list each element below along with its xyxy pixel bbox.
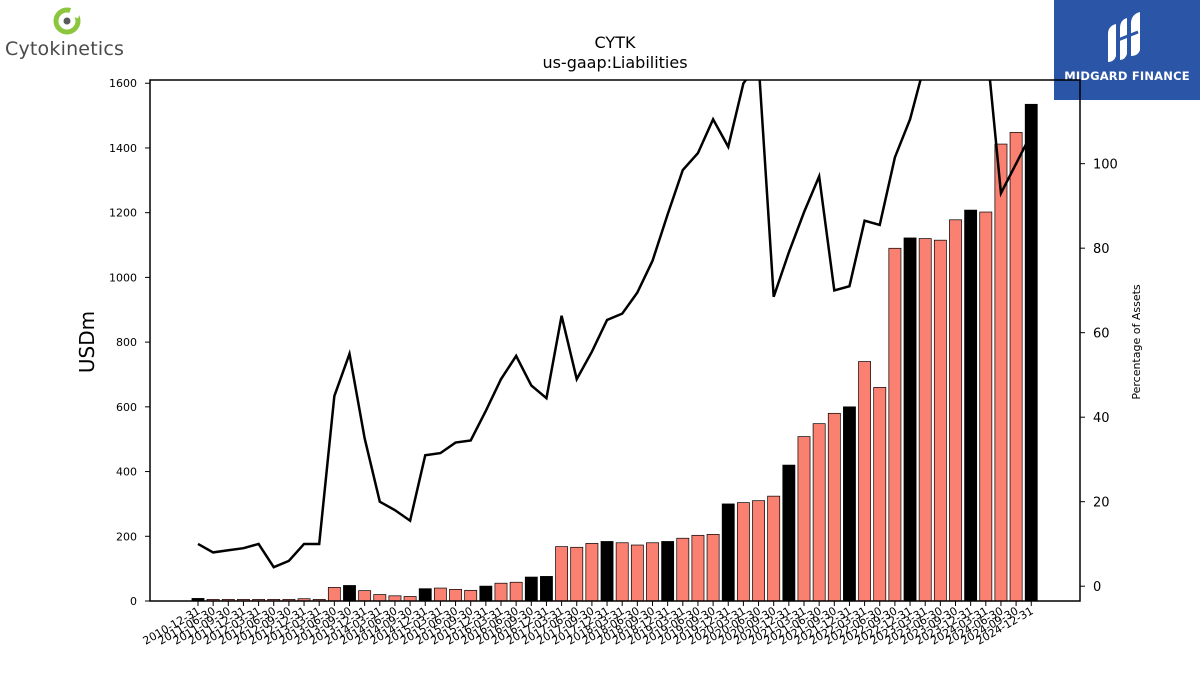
bar xyxy=(979,211,993,602)
bar xyxy=(782,464,796,602)
bar xyxy=(494,582,508,602)
bar xyxy=(418,588,432,602)
midgard-finance-logo: MIDGARD FINANCE xyxy=(1054,0,1200,100)
bar xyxy=(752,500,765,602)
y-tick-label: 400 xyxy=(116,466,137,479)
bar xyxy=(570,546,584,602)
bar xyxy=(888,247,902,602)
bar xyxy=(676,537,690,602)
bar xyxy=(812,423,826,602)
y-tick-label: 800 xyxy=(116,336,137,349)
bar xyxy=(479,585,493,602)
bar xyxy=(827,412,841,602)
bar xyxy=(600,541,614,602)
y2-tick-label: 100 xyxy=(1093,158,1118,173)
bar xyxy=(524,576,538,602)
bar-series xyxy=(191,103,1038,602)
y-tick-label: 600 xyxy=(116,401,137,414)
bar xyxy=(540,576,553,602)
bar xyxy=(964,209,978,602)
y-tick-label: 1000 xyxy=(109,271,137,284)
bar xyxy=(464,589,478,602)
bar xyxy=(646,542,659,602)
bar xyxy=(433,587,447,602)
bar xyxy=(373,594,387,602)
bar xyxy=(858,361,872,602)
bar xyxy=(994,143,1008,602)
midgard-emblem-icon xyxy=(1108,12,1140,62)
bar xyxy=(873,387,887,602)
y-tick-label: 1400 xyxy=(109,142,137,155)
bar xyxy=(706,533,720,602)
bar xyxy=(949,219,962,602)
bar xyxy=(661,541,675,602)
bar xyxy=(358,590,372,602)
chart-subtitle: us-gaap:Liabilities xyxy=(542,53,687,72)
y2-tick-label: 60 xyxy=(1093,327,1110,342)
bar xyxy=(630,544,644,602)
bar xyxy=(388,595,402,602)
midgard-finance-logo-text: MIDGARD FINANCE xyxy=(1064,69,1190,83)
bar xyxy=(721,503,735,602)
bar xyxy=(1009,132,1023,602)
bar xyxy=(585,543,599,602)
bar xyxy=(918,238,932,602)
y-tick-label: 1200 xyxy=(109,207,137,220)
percentage-of-assets-line xyxy=(197,80,1033,569)
bar xyxy=(327,587,341,602)
bar xyxy=(736,502,750,602)
bar xyxy=(797,436,811,602)
bar xyxy=(343,585,356,602)
cytokinetics-logo: Cytokinetics xyxy=(4,4,129,60)
bar xyxy=(691,534,705,602)
bar xyxy=(509,581,523,602)
y2-tick-label: 20 xyxy=(1093,496,1110,511)
bar xyxy=(1024,103,1038,602)
y2-tick-label: 0 xyxy=(1093,580,1101,595)
chart-title: CYTK xyxy=(595,33,636,52)
bar xyxy=(449,588,462,602)
plot-frame xyxy=(149,79,1081,602)
y2-tick-label: 80 xyxy=(1093,242,1110,257)
cytokinetics-logo-text: Cytokinetics xyxy=(5,38,125,60)
bar xyxy=(555,546,569,602)
bar xyxy=(843,406,856,602)
bar xyxy=(933,239,947,602)
y2-tick-label: 40 xyxy=(1093,411,1110,426)
cytokinetics-logo-icon xyxy=(53,6,82,35)
bar xyxy=(903,237,917,602)
y-tick-label: 1600 xyxy=(109,77,137,90)
y-axis-label: USDm xyxy=(75,311,99,373)
y2-axis-label: Percentage of Assets xyxy=(1130,284,1143,400)
bar xyxy=(615,542,629,602)
bar xyxy=(767,495,781,602)
y-tick-label: 0 xyxy=(130,595,137,608)
y-tick-label: 200 xyxy=(116,530,137,543)
